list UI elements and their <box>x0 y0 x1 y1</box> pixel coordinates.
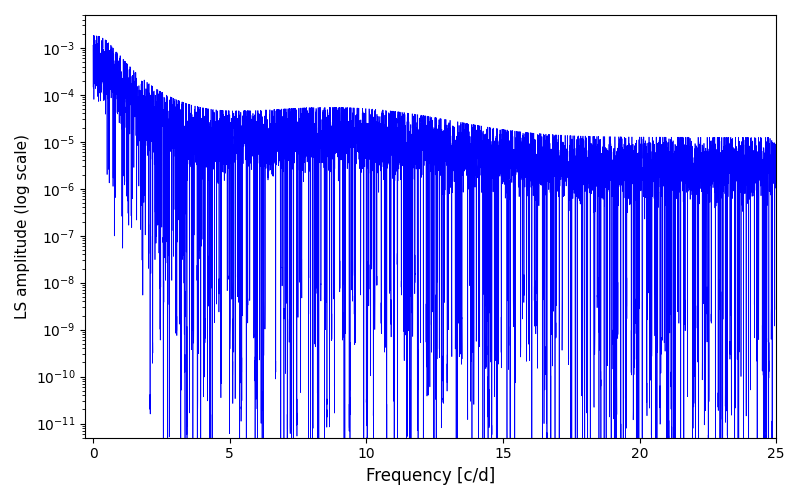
X-axis label: Frequency [c/d]: Frequency [c/d] <box>366 467 495 485</box>
Y-axis label: LS amplitude (log scale): LS amplitude (log scale) <box>15 134 30 319</box>
